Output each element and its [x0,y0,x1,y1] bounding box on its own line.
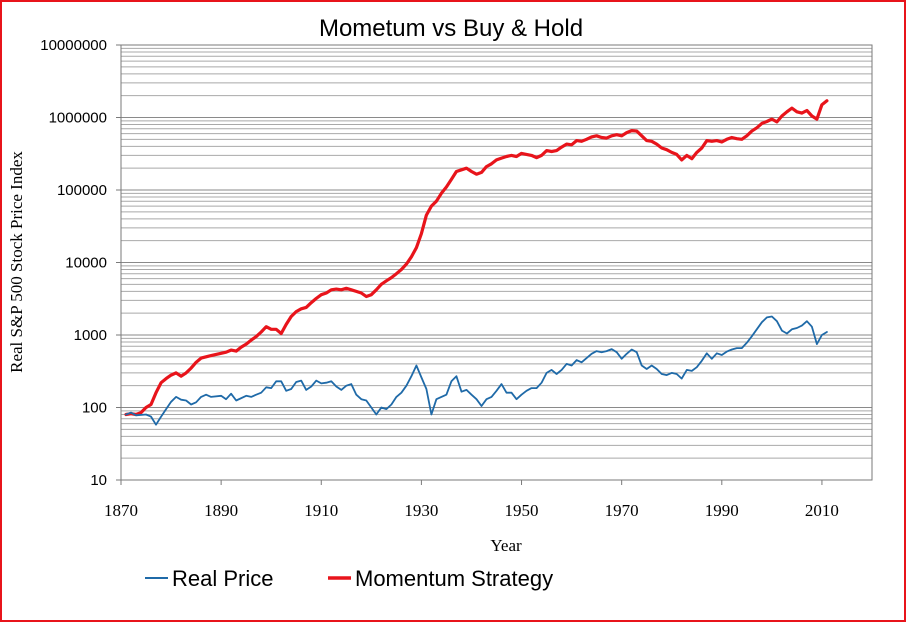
y-tick-label: 10000 [65,255,107,272]
y-tick-label: 100 [82,400,107,417]
legend-label-momentum-strategy: Momentum Strategy [355,566,553,591]
x-tick-label: 1970 [605,501,639,520]
x-tick-label: 1930 [404,501,438,520]
gridlines [121,47,872,481]
y-axis-ticks: 10 100 1000 10000 100000 1000000 10000000 [40,37,121,489]
x-tick-label: 2010 [805,501,839,520]
x-axis-ticks: 1870 1890 1910 1930 1950 1970 1990 2010 [104,480,839,520]
y-tick-label: 1000000 [49,110,107,127]
y-axis-label: Real S&P 500 Stock Price Index [7,151,26,373]
x-tick-label: 1890 [204,501,238,520]
series-line-real-price [125,315,828,426]
series-layer [124,99,829,426]
y-tick-label: 10 [90,472,107,489]
x-tick-label: 1870 [104,501,138,520]
chart-title: Mometum vs Buy & Hold [319,15,583,42]
x-tick-label: 1910 [304,501,338,520]
legend: Real Price Momentum Strategy [145,566,553,591]
x-tick-label: 1990 [705,501,739,520]
legend-label-real-price: Real Price [172,566,273,591]
y-tick-label: 10000000 [40,37,107,54]
x-axis-label: Year [490,536,522,555]
y-tick-label: 1000 [74,327,107,344]
series-line-momentum-strategy [124,99,829,417]
x-tick-label: 1950 [505,501,539,520]
y-tick-label: 100000 [57,182,107,199]
